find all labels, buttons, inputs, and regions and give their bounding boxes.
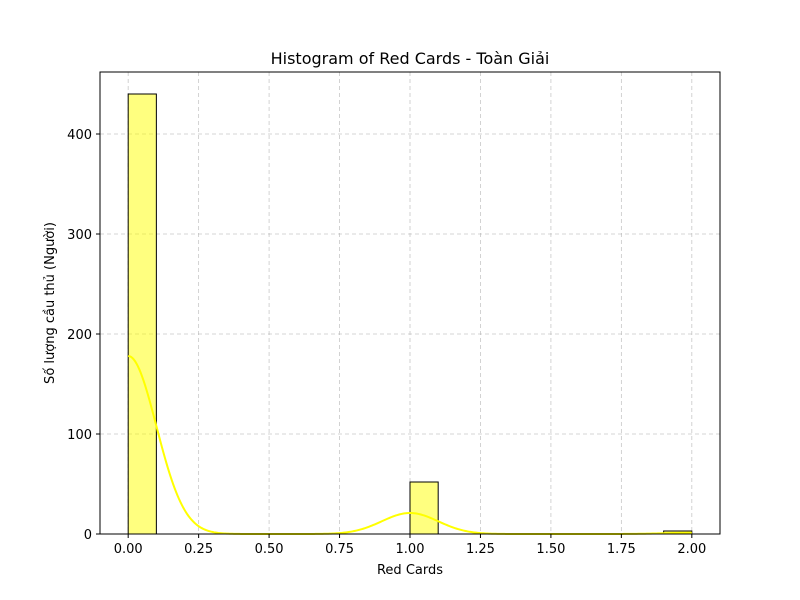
x-tick-label: 0.25	[184, 542, 213, 557]
grid	[100, 72, 720, 535]
x-tick-label: 2.00	[677, 542, 706, 557]
y-tick-label: 0	[84, 528, 92, 543]
y-axis: 0 100 200 300 400	[67, 128, 100, 543]
x-tick-label: 1.00	[396, 542, 425, 557]
x-tick-label: 0.00	[114, 542, 143, 557]
y-axis-label: Số lượng cầu thủ (Người)	[43, 222, 58, 384]
histogram-bar	[127, 93, 157, 535]
histogram-bar	[409, 481, 439, 535]
y-tick-label: 100	[67, 428, 92, 443]
x-axis: 0.00 0.25 0.50 0.75 1.00 1.25 1.50 1.75 2.00	[114, 534, 706, 557]
x-tick-label: 0.75	[325, 542, 354, 557]
x-tick-label: 1.75	[607, 542, 636, 557]
chart-title: Histogram of Red Cards - Toàn Giải	[271, 49, 550, 68]
y-tick-label: 200	[67, 328, 92, 343]
x-tick-label: 1.50	[536, 542, 565, 557]
x-tick-label: 1.25	[466, 542, 495, 557]
y-tick-label: 400	[67, 128, 92, 143]
x-axis-label: Red Cards	[377, 563, 443, 578]
x-tick-label: 0.50	[255, 542, 284, 557]
y-tick-label: 300	[67, 228, 92, 243]
bars	[127, 93, 693, 535]
